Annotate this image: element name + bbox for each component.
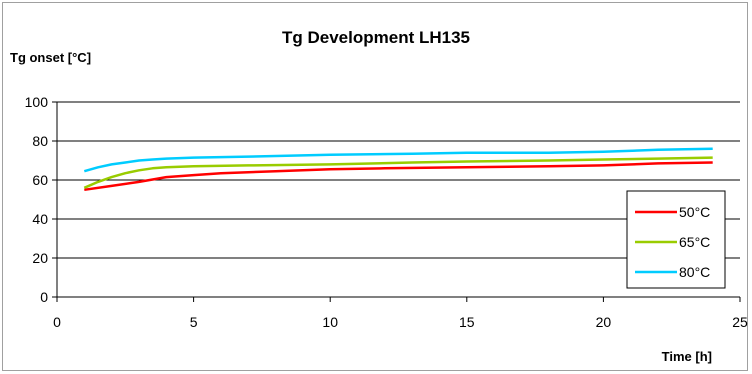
y-axis-label: Tg onset [°C]: [10, 50, 92, 65]
x-tick-label-5: 5: [190, 314, 198, 330]
x-tick-label-10: 10: [322, 314, 338, 330]
series-line-3: [83, 147, 713, 173]
x-tick-label-20: 20: [596, 314, 612, 330]
chart-title: Tg Development LH135: [282, 28, 470, 47]
legend-label-1: 50°C: [679, 204, 710, 220]
x-axis-label: Time [h]: [661, 349, 712, 364]
chart-frame: [2, 2, 748, 371]
y-tick-label-80: 80: [32, 133, 48, 149]
legend-label-3: 80°C: [679, 264, 710, 280]
y-tick-label-40: 40: [32, 211, 48, 227]
series-line-2: [83, 156, 713, 189]
x-tick-label-15: 15: [459, 314, 475, 330]
x-tick-label-25: 25: [732, 314, 748, 330]
y-tick-label-100: 100: [25, 94, 49, 110]
y-tick-label-20: 20: [32, 250, 48, 266]
series-line-1: [84, 161, 713, 192]
y-tick-label-0: 0: [40, 289, 48, 305]
legend-box: [626, 190, 726, 289]
x-tick-label-0: 0: [53, 314, 61, 330]
legend-label-2: 65°C: [679, 234, 710, 250]
y-tick-label-60: 60: [32, 172, 48, 188]
